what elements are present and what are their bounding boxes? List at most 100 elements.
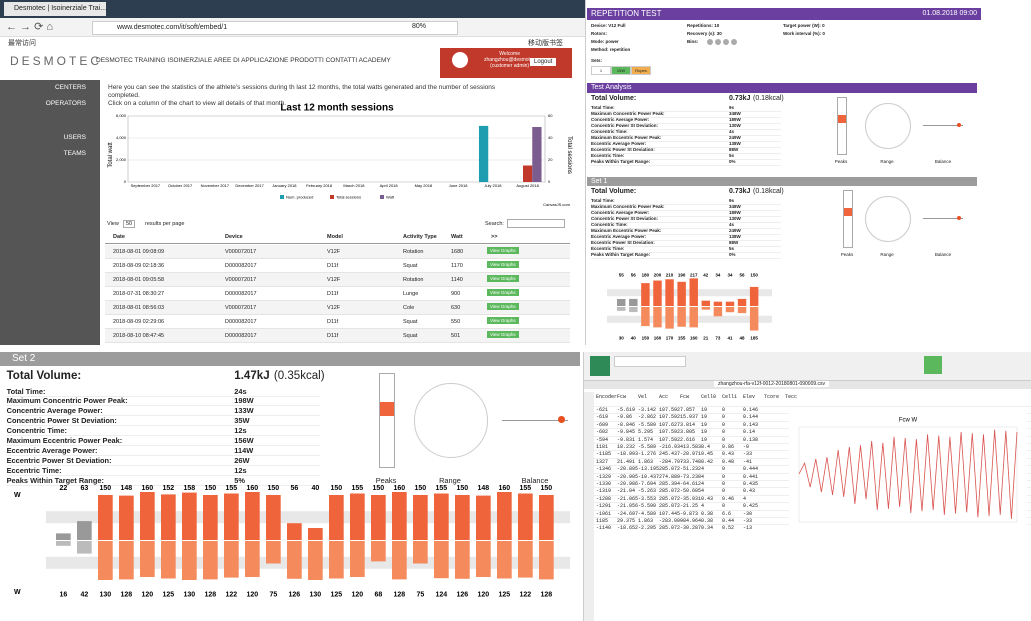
eccentric-bar [245,541,260,577]
metric-label: Concentric Time: [591,129,628,134]
welcome-line: Welcome [499,51,520,57]
cell: 6.6 [722,510,732,517]
cell: 0.435 [743,481,759,487]
address-bar[interactable]: www.desmotec.com/it/soft/embed/1 [92,21,458,35]
set-button[interactable]: 15W [611,66,631,75]
zoom[interactable]: 80% [412,23,427,30]
metric-value: 198W [234,396,254,406]
report-field: Target power (W): 0 [783,23,825,28]
search-box[interactable] [507,219,565,228]
chart-title: Last 12 month sessions [280,103,394,114]
cell: 3.814 [680,421,696,428]
table-cell: 550 [451,319,461,325]
eccentric-label: 125 [163,591,175,598]
sidebar-item[interactable]: USERS [63,134,86,141]
bin-dot [707,39,713,45]
sidebar-item[interactable]: OPERATORS [45,100,86,107]
gauge-label: Range [880,252,894,257]
gauge-label: Balance [521,475,549,485]
eccentric-bar [329,541,344,579]
x-tick-label: June 2018 [449,183,468,188]
ribbon-icon[interactable] [590,356,610,376]
metric-label: Maximum Eccentric Power Peak: [6,436,123,445]
set-button[interactable]: 1 [591,66,611,75]
gauge-label: Balance [934,252,952,257]
length-select[interactable]: 50 [123,220,136,228]
table-cell: D000082017 [225,291,257,297]
view-graphs-button[interactable]: View Graphs [487,247,519,254]
cell: -1319 [596,488,612,495]
metric-label: Eccentric Average Power: [591,141,647,146]
metric-label: Total Time: [6,386,46,396]
view-graphs-button[interactable]: View Graphs [487,275,519,282]
eccentric-label: 122 [226,591,238,598]
metric-rule [6,484,321,486]
cell: -9.86 [617,414,633,421]
peaks-gauge [843,190,853,248]
concentric-bar [119,495,134,540]
column-header[interactable]: Activity Type [403,234,437,240]
column-header[interactable]: >> [491,234,498,240]
table-cell: 630 [451,305,461,311]
report-field: Mode: power [591,39,619,44]
bookmark[interactable]: 最常访问 [8,40,36,47]
metric-label: Total Time: [591,105,615,110]
concentric-label: 160 [247,485,259,492]
sidebar-item[interactable]: TEAMS [63,150,86,157]
site-nav[interactable]: DESMOTEC TRAINING ISOINERZIALE AREE DI A… [96,57,391,64]
sidebar-item[interactable]: CENTERS [54,84,86,91]
font-box[interactable] [614,356,686,367]
cell: -5.619 [617,407,636,413]
cell: 0.34 [701,525,714,532]
cell: 0.144 [743,414,759,421]
tab[interactable]: Desmotec | Isoinerziale Trai... [4,2,106,16]
set1-chart: 55 30 56 40 180 150 200 160 210 170 190 155 217 160 42… [607,273,772,340]
view-graphs-button[interactable]: View Graphs [487,317,519,324]
cell: 4 [701,466,705,473]
file-tab[interactable]: zhangzhou-rfa-v12f-0012-20180801-090009.… [714,381,830,387]
metric-rule [591,203,781,205]
metric-label: Eccentric Power St Deviation: [591,147,655,152]
report-field: Bins: [687,39,699,44]
eccentric-label: 128 [541,591,553,598]
eccentric-label: 75 [416,591,424,598]
eccentric-label: 130 [310,591,322,598]
cell: 0.146 [743,407,759,413]
cell: -1185 [596,451,612,458]
logout-button[interactable]: Logout [530,58,557,66]
concentric-bar [287,523,302,540]
concentric-bar [749,286,759,306]
metric-rule [591,233,781,235]
ribbon-icon[interactable] [924,356,942,374]
column-header[interactable]: Model [327,234,343,240]
concentric-bar [518,493,533,540]
view-graphs-button[interactable]: View Graphs [487,261,519,268]
cell: 0.52 [722,525,735,532]
metric-value: 348W [729,204,741,209]
column-header[interactable]: Device [225,234,243,240]
concentric-label: 155 [436,485,448,492]
cell: -594 [596,436,609,443]
logo[interactable]: DESMOTEC [10,54,103,68]
bar [522,165,533,182]
cell: -5.263 [638,488,657,495]
eccentric-bar [203,541,218,580]
view-graphs-button[interactable]: View Graphs [487,289,519,296]
volume-kcal: (0.18kcal) [753,188,784,195]
column-header[interactable]: Date [113,234,125,240]
set-button[interactable]: Ropes [631,66,651,75]
view-graphs-button[interactable]: View Graphs [487,303,519,310]
concentric-label: 160 [142,485,154,492]
cell: 2.616 [680,436,696,443]
concentric-bar [497,492,512,540]
eccentric-label: 120 [142,591,154,598]
bookmark[interactable]: 移动版书签 [528,40,563,47]
metric-label: Maximum Eccentric Power Peak: [591,135,662,140]
cell: 1.863 [638,458,654,465]
nav-buttons[interactable]: ← → ⟳ ⌂ [6,21,54,33]
table-cell: 2018-08-01 09:05:58 [113,277,165,283]
cell: 19 [701,414,708,421]
view-graphs-button[interactable]: View Graphs [487,331,519,338]
column-header[interactable]: Watt [451,234,463,240]
cell: -0 [743,444,750,450]
